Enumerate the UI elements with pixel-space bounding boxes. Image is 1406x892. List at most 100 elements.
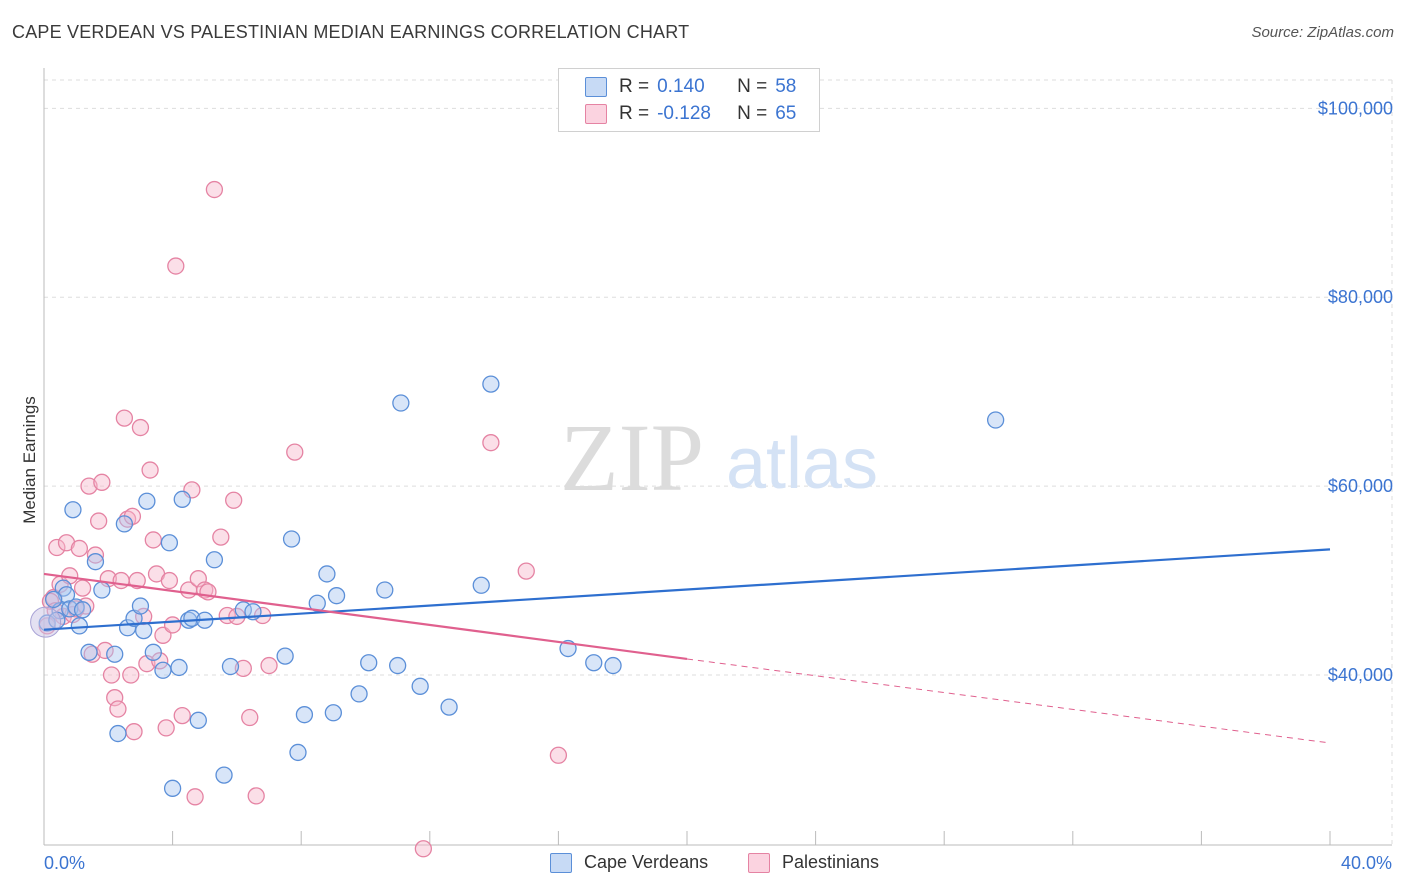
n-value: 58 [775,76,797,97]
chart-title: CAPE VERDEAN VS PALESTINIAN MEDIAN EARNI… [12,22,690,42]
n-label: N = [737,76,768,97]
watermark: ZIP atlas [560,404,878,511]
palestinian-point [90,512,108,530]
palestinian-point [173,706,191,725]
cluster-point [30,606,62,638]
n-value: 65 [775,103,797,124]
cape-verdean-point [221,657,240,676]
palestinian-point [73,579,92,597]
cape-verdean-point [160,534,179,552]
n-label: N = [737,103,768,124]
cape-verdean-point [64,501,82,519]
legend-row-cape-verdeans: R = 0.140 N = 58 [585,75,796,99]
palestinian-point [48,538,66,557]
palestinian-point [86,546,105,564]
y-tick-label: $40,000 [1328,665,1393,685]
cape-verdean-point [585,654,603,672]
tick-labels: $40,000 $60,000 $80,000 $100,000 0.0% 40.0% [44,98,1393,873]
palestinian-point [128,571,146,590]
y-tick-label: $80,000 [1328,287,1393,307]
watermark-zip: ZIP [560,404,704,511]
legend-label: Cape Verdeans [584,852,709,872]
r-value: 0.140 [657,76,705,97]
cape-verdean-point [106,645,124,663]
cape-verdean-point [295,706,314,724]
r-label: R = [619,76,650,97]
cape-verdean-point [80,643,98,661]
palestinian-point [549,746,568,764]
cape-verdean-point [205,551,224,569]
cape-verdean-point [360,654,378,672]
palestinian-point [163,616,182,634]
blue-swatch [550,852,572,873]
cape-verdean-point [411,677,429,695]
palestinian-point [125,723,143,741]
cape-verdean-point [86,553,105,571]
cape-verdean-point [115,515,134,533]
palestinian-point [286,443,304,461]
cape-verdean-point [131,597,150,615]
cape-verdean-point [138,492,156,510]
palestinian-point [241,708,259,727]
legend-item-cape-verdeans[interactable]: Cape Verdeans [550,852,708,873]
y-tick-label: $100,000 [1318,98,1393,118]
cape-verdean-point [44,590,63,609]
cape-verdean-point [482,375,500,393]
watermark-atlas: atlas [726,424,878,504]
palestinian-point [199,583,217,601]
cape-verdean-point [318,565,336,583]
palestinian-point [160,571,179,590]
cape-verdean-point [324,704,343,722]
cape-verdean-point [472,576,490,594]
cape-verdean-point [109,724,127,743]
palestinian-point [517,562,535,580]
cape-verdean-point [61,600,79,618]
cape-verdean-point [57,586,76,604]
axes [43,68,1392,846]
stats-legend: R = 0.140 N = 58 R = -0.128 N = 65 [558,68,820,132]
palestinian-point [141,461,159,479]
cape-verdean-point [440,698,458,716]
palestinian-point [102,666,121,684]
palestinian-point [118,510,137,528]
cape-verdean-point [986,411,1005,429]
palestinian-point [131,418,150,437]
cape-verdean-point [282,530,301,548]
palestinian-point [234,659,252,678]
palestinian-point [414,840,433,858]
palestinian-point [212,528,230,546]
palestinian-point [186,788,204,806]
palestinian-point [260,656,278,675]
palestinian-point [167,257,185,275]
palestinian-point [122,666,140,684]
cape-verdean-point [388,656,407,675]
cape-verdean-point [276,647,294,665]
y-tick-label: $60,000 [1328,476,1393,496]
cape-verdean-point [173,490,191,508]
palestinians-trend-extension [686,658,1331,744]
cape-verdean-point [183,609,201,627]
palestinians-trend-line [43,572,688,661]
palestinian-point [225,491,243,509]
cape-verdean-point [73,601,92,619]
palestinian-point [93,473,111,491]
x-tick-label-max: 40.0% [1341,853,1392,873]
palestinian-point [157,719,175,737]
palestinian-point [205,180,224,199]
cape-verdean-point [604,656,622,675]
cape-verdean-point [289,743,307,762]
legend-item-palestinians[interactable]: Palestinians [748,852,879,873]
r-value: -0.128 [657,103,711,124]
cape-verdean-point [154,661,172,679]
cape-verdean-point [135,621,153,640]
palestinian-point [144,531,162,549]
cape-verdean-point [308,594,326,612]
legend-label: Palestinians [782,852,880,872]
cape-verdean-point [215,766,233,784]
source-credit: Source: ZipAtlas.com [1251,24,1394,41]
palestinian-point [115,409,134,427]
cape-verdeans-trend-line [43,548,1331,631]
cape-verdean-point [327,587,346,605]
palestinian-point [70,539,89,558]
